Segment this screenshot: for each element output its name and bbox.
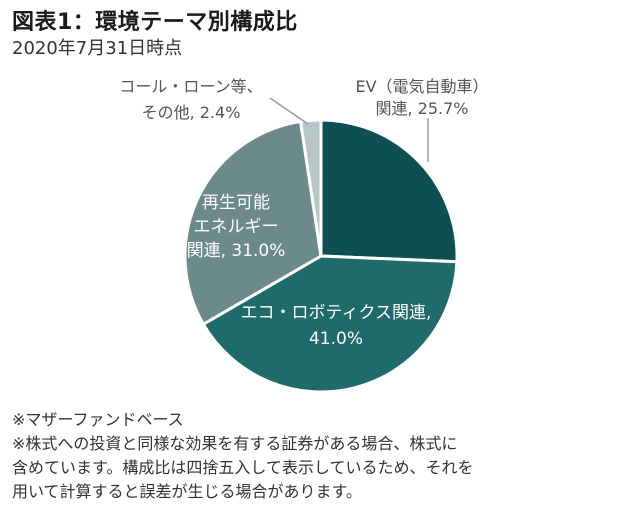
slice-label-line: コール・ローン等、 [119,77,262,96]
slice-label-line: 関連, 31.0% [187,241,286,261]
slice-label-line: その他, 2.4% [142,103,241,122]
footnote-line: 含めています。構成比は四捨五入して表示しているため、それを [12,458,474,477]
pie-slice [319,118,459,264]
pie-chart: EV（電気自動車） 関連, 25.7% エコ・ロボティクス関連, 41.0% 再生可能エ… [119,77,489,394]
leader-line [269,97,309,125]
pie-slice [299,118,323,258]
slice-label-line: エコ・ロボティクス関連, [241,303,432,323]
slice-label-line: エネルギー [194,217,279,237]
footnote-line: ※株式への投資と同様な効果を有する証券がある場合、株式に [12,434,458,453]
footnotes: ※マザーファンドベース ※株式への投資と同様な効果を有する証券がある場合、株式に… [12,408,612,504]
slice-label: エコ・ロボティクス関連, 41.0% [241,303,432,349]
footnote-line: ※マザーファンドベース [12,410,184,429]
slice-label-line: EV（電気自動車） [355,77,488,96]
slice-label: EV（電気自動車） 関連, 25.7% [355,77,488,118]
footnote-line: 用いて計算すると誤差が生じる場合があります。 [12,482,362,501]
chart-title: 図表1：環境テーマ別構成比 [12,10,298,35]
slice-label-line: 関連, 25.7% [375,99,468,118]
slice-label: コール・ローン等、その他, 2.4% [119,77,262,122]
slice-label-line: 41.0% [309,329,363,349]
chart-date: 2020年7月31日時点 [12,38,183,59]
pie-slice [183,120,323,326]
slice-label: 再生可能エネルギー関連, 31.0% [187,193,286,261]
slice-label-line: 再生可能 [202,193,270,213]
pie-slice [201,254,459,394]
